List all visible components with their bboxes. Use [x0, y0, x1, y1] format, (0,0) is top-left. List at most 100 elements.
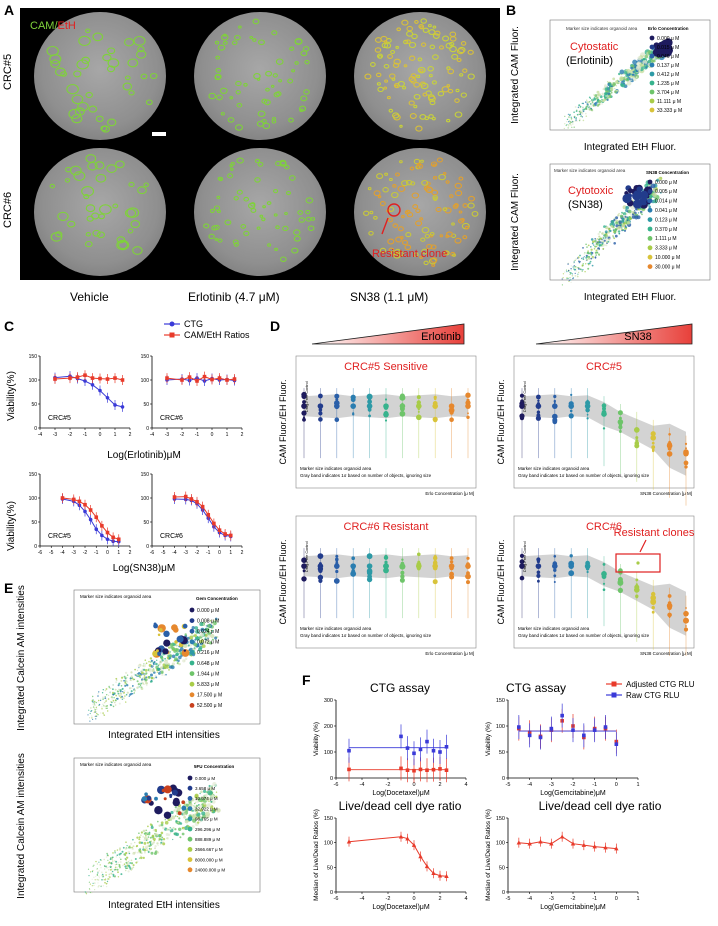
data-point: [618, 232, 620, 235]
data-point: [616, 89, 619, 92]
data-point: [83, 502, 87, 507]
data-point: [140, 831, 143, 834]
data-point: [438, 750, 442, 754]
data-point: [169, 832, 172, 834]
organoid: [416, 162, 422, 167]
data-point: [602, 244, 605, 247]
data-point: [105, 537, 110, 542]
data-point: [577, 106, 580, 109]
data-point: [154, 852, 157, 855]
data-point: [553, 399, 556, 403]
organoid: [370, 62, 376, 67]
organoid: [55, 231, 63, 238]
organoid: [467, 49, 474, 55]
data-point: [578, 104, 581, 107]
data-point: [569, 273, 571, 275]
organoid: [451, 222, 455, 226]
data-point: [207, 810, 210, 812]
data-point: [335, 398, 339, 401]
y-tick-label: 100: [496, 841, 505, 847]
data-point: [94, 889, 96, 891]
y-tick-label: 100: [496, 724, 505, 730]
data-point: [149, 836, 152, 839]
data-point: [125, 841, 127, 843]
series-line: [54, 374, 123, 381]
x-axis-label: Erlo Concentration [μ M]: [425, 651, 474, 656]
data-point: [399, 394, 406, 401]
data-point: [111, 698, 114, 700]
data-point: [177, 811, 182, 816]
data-point: [115, 694, 117, 697]
data-point: [176, 807, 181, 811]
data-point: [91, 885, 93, 887]
organoid: [399, 160, 403, 164]
organoid: [229, 167, 234, 171]
data-point: [574, 120, 576, 123]
x-tick-label: 0: [412, 782, 415, 788]
data-point: [179, 836, 182, 839]
data-point: [465, 573, 471, 580]
data-point: [302, 400, 306, 404]
legend-item-label: 296.296 μ M: [195, 827, 220, 832]
data-point: [174, 828, 177, 831]
data-point: [593, 94, 595, 96]
data-point: [89, 889, 91, 891]
x-tick-label: 1: [117, 550, 120, 556]
x-tick-label: -2: [571, 896, 576, 902]
data-point: [302, 416, 306, 419]
data-point: [636, 60, 638, 63]
panel-label-c: C: [4, 318, 15, 334]
organoid: [447, 68, 455, 75]
data-point: [606, 98, 609, 101]
data-point: [96, 868, 98, 870]
data-point: [142, 856, 145, 859]
data-point: [161, 659, 164, 662]
data-point: [595, 245, 598, 248]
data-point: [204, 625, 206, 627]
y-tick-label: 50: [327, 865, 333, 871]
data-point: [600, 240, 603, 243]
data-point: [603, 845, 608, 850]
data-point: [151, 834, 155, 838]
data-point: [156, 671, 158, 673]
data-point: [176, 815, 179, 818]
data-point: [141, 682, 144, 685]
data-point: [581, 112, 584, 115]
data-point: [586, 417, 589, 420]
data-point: [169, 827, 172, 831]
organoid: [432, 163, 437, 167]
data-point: [608, 238, 611, 241]
x-tick-label: -6: [38, 550, 43, 556]
data-point: [105, 395, 110, 400]
data-point: [157, 633, 161, 637]
data-point: [92, 695, 94, 698]
data-point: [102, 696, 104, 698]
data-point: [211, 810, 214, 813]
x-tick-label: 1: [636, 782, 639, 788]
data-point: [401, 558, 404, 561]
organoid: [454, 182, 463, 189]
organoid: [373, 215, 378, 220]
y-axis-label: Integrated CAM Fluor.: [510, 173, 521, 271]
data-point: [567, 277, 569, 279]
data-point: [617, 230, 621, 233]
data-point: [92, 702, 94, 704]
data-point: [201, 644, 206, 648]
organoid: [224, 219, 232, 226]
data-point: [105, 874, 107, 876]
data-point: [570, 125, 572, 127]
organoid: [462, 203, 468, 208]
y-tick-label: 50: [499, 750, 505, 756]
organoid: [270, 84, 275, 88]
data-point: [399, 766, 403, 771]
organoid: [73, 171, 86, 182]
data-point: [577, 273, 579, 275]
legend-item-marker: [187, 806, 193, 811]
data-point: [200, 627, 205, 633]
data-point: [124, 847, 127, 850]
data-point: [118, 848, 121, 851]
legend-item-label: 0.072 μ M: [197, 640, 219, 646]
plot-frame: [513, 355, 695, 489]
data-point: [605, 232, 607, 234]
